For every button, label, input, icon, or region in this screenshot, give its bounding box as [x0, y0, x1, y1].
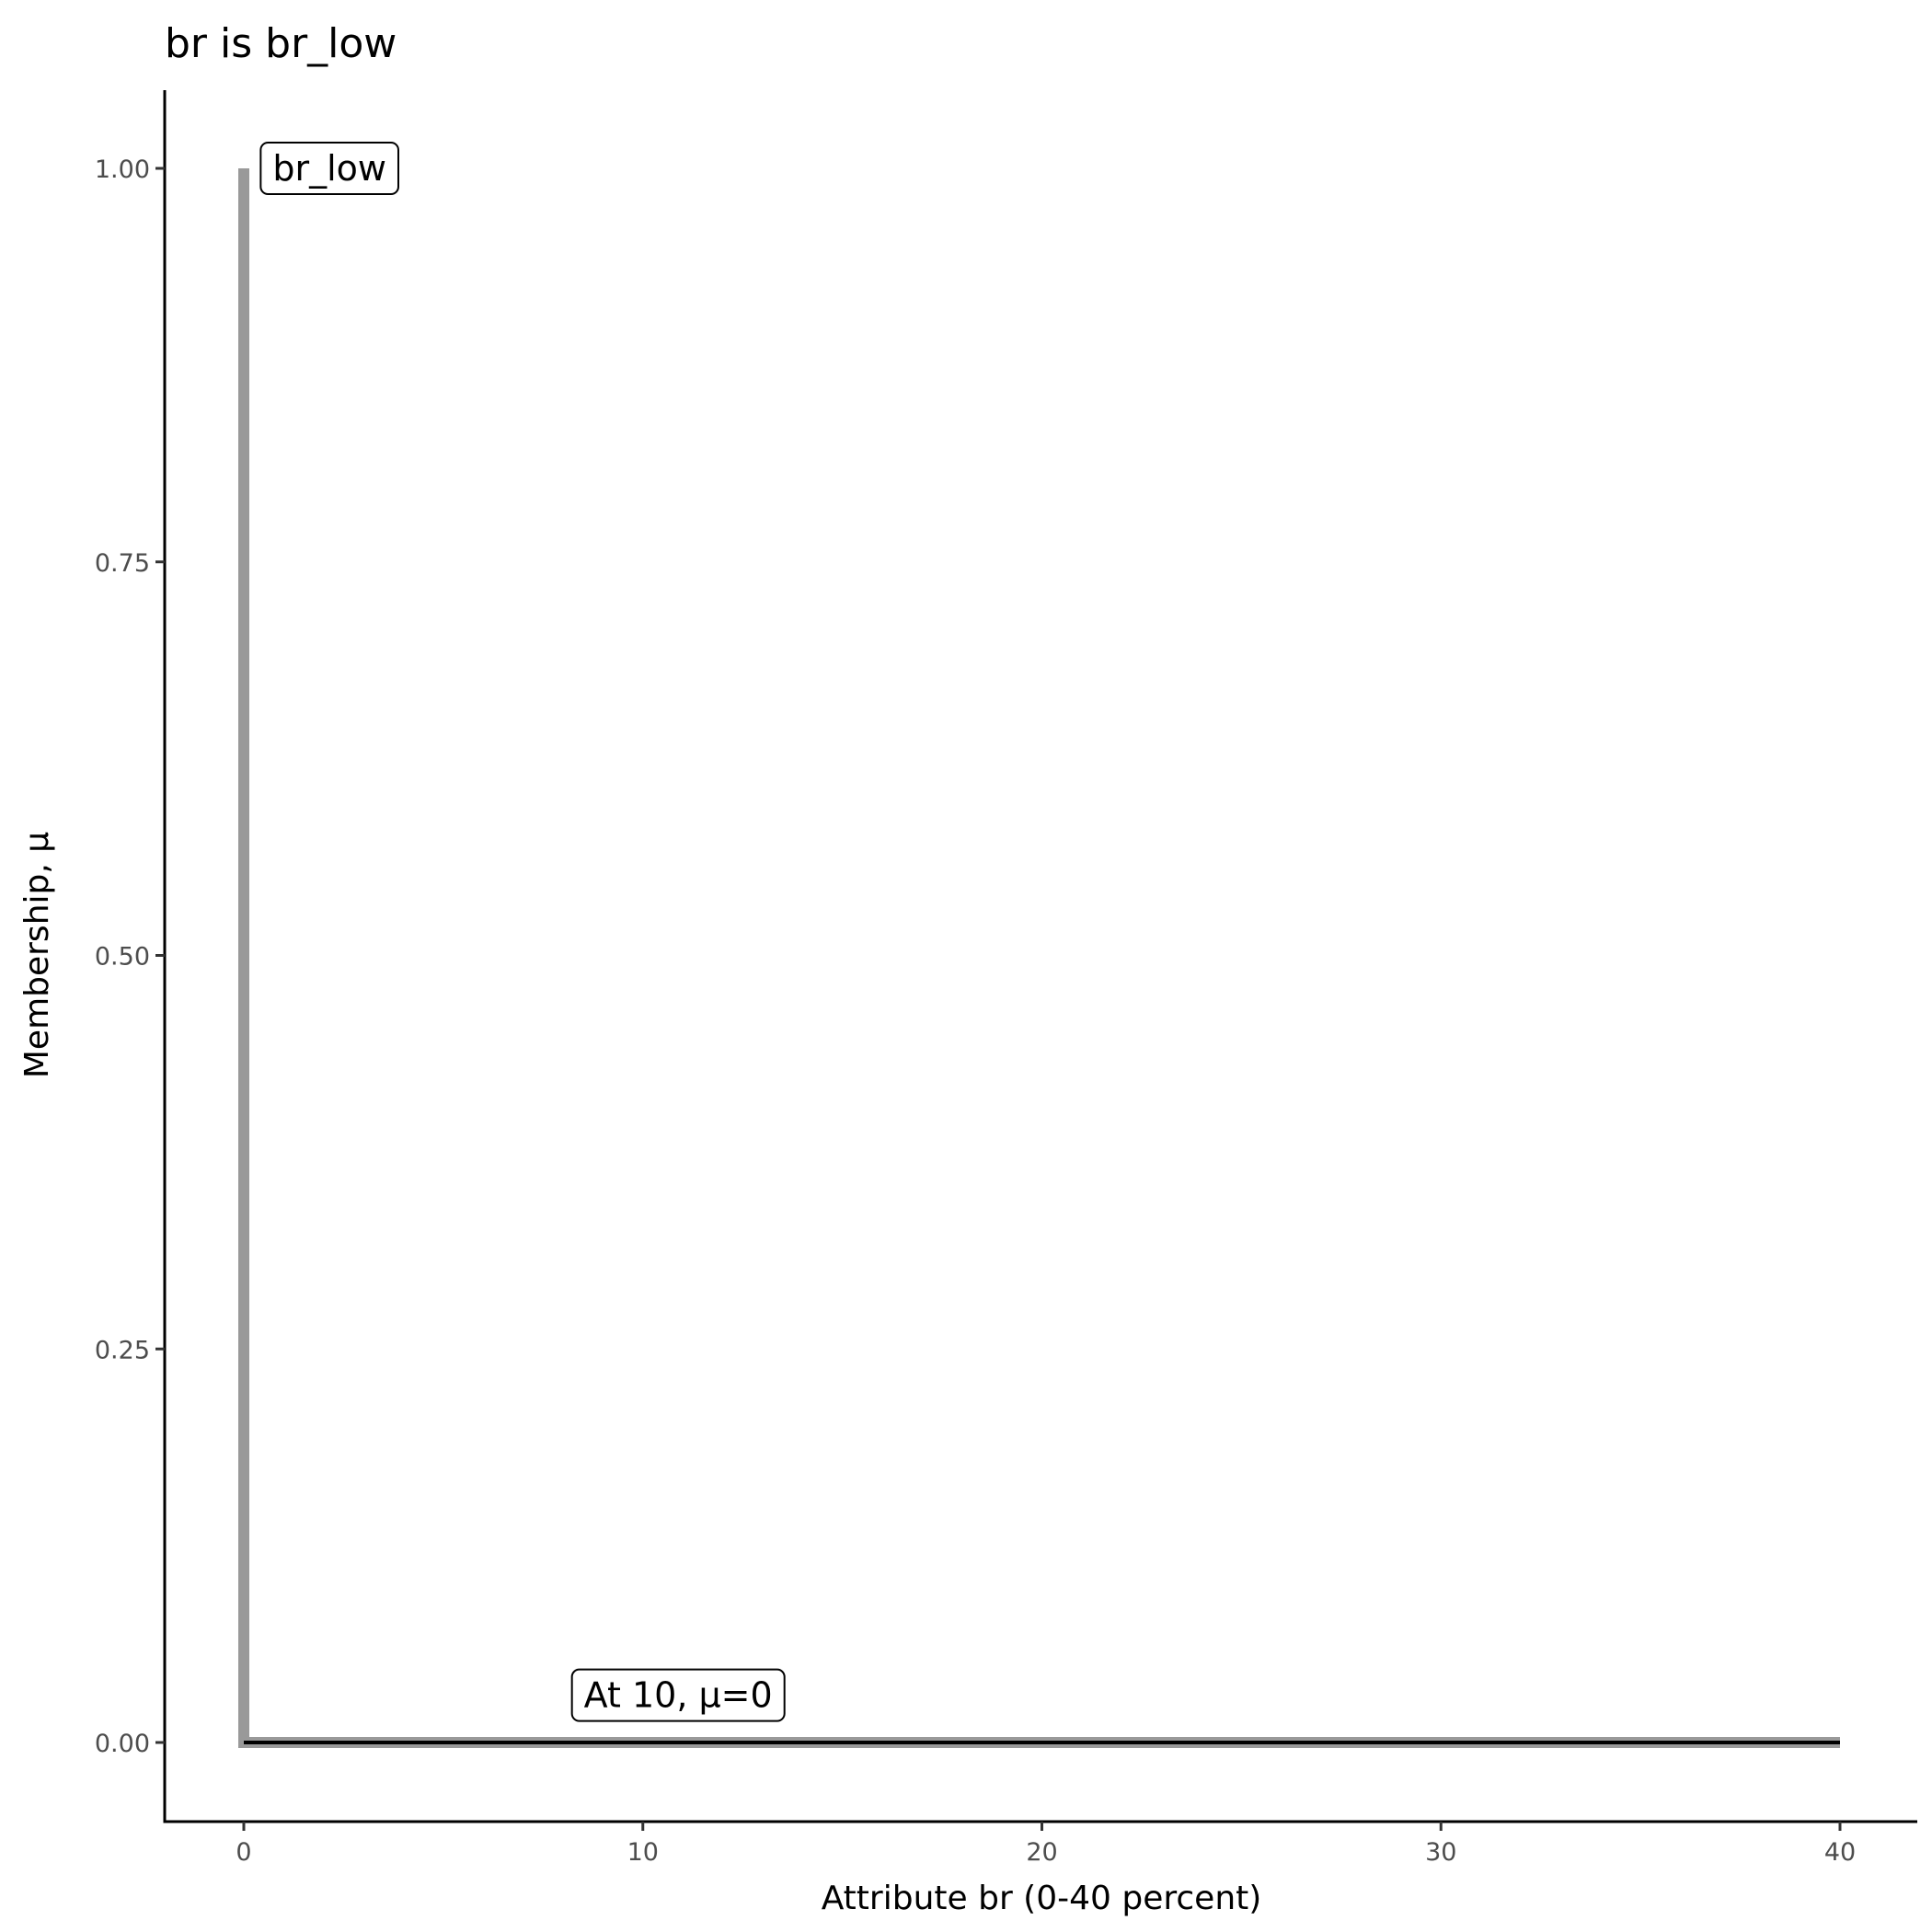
x-tick-label: 20 [1026, 1838, 1057, 1867]
x-tick-label: 40 [1824, 1838, 1856, 1867]
x-tick-label: 0 [236, 1838, 251, 1867]
y-tick-label: 1.00 [95, 155, 150, 184]
x-axis-title: Attribute br (0-40 percent) [822, 1880, 1262, 1917]
plot-area: 0 10 20 30 40 0.00 0.25 0.50 0.75 1.00 br_low At 10… [95, 90, 1917, 1867]
chart-title: br is br_low [165, 20, 397, 67]
annotation-box [570, 1668, 786, 1722]
annotation-text: br_low [272, 148, 386, 189]
series-line-0 [238, 168, 1840, 1748]
annotation-text: At 10, μ=0 [584, 1675, 773, 1716]
x-tick-label: 30 [1425, 1838, 1456, 1867]
y-tick-label: 0.00 [95, 1730, 150, 1758]
annotation-label: br_low [259, 142, 399, 195]
annotation-box [259, 142, 399, 195]
y-tick-label: 0.25 [95, 1336, 150, 1364]
y-tick-label: 0.75 [95, 549, 150, 578]
annotation-label: At 10, μ=0 [570, 1668, 786, 1722]
x-tick-label: 10 [627, 1838, 659, 1867]
y-tick-label: 0.50 [95, 943, 150, 972]
y-axis-title: Membership, μ [18, 832, 56, 1078]
